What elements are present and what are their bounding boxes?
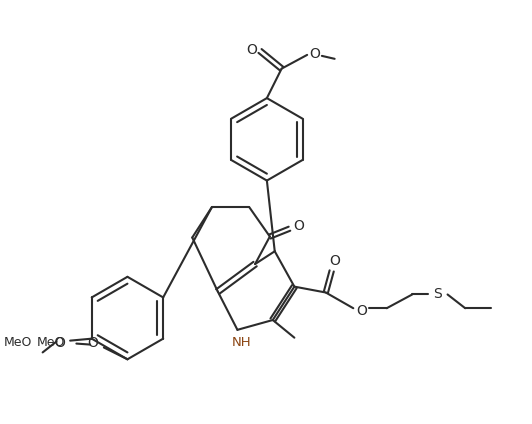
Text: O: O (88, 335, 98, 350)
Text: MeO: MeO (4, 336, 32, 349)
Text: O: O (310, 47, 320, 61)
Text: O: O (329, 254, 340, 268)
Text: O: O (247, 43, 257, 57)
Text: O: O (54, 335, 65, 350)
Text: S: S (434, 287, 442, 301)
Text: MeO: MeO (37, 336, 65, 349)
Text: O: O (356, 304, 368, 318)
Text: O: O (293, 219, 304, 233)
Text: NH: NH (231, 336, 251, 349)
